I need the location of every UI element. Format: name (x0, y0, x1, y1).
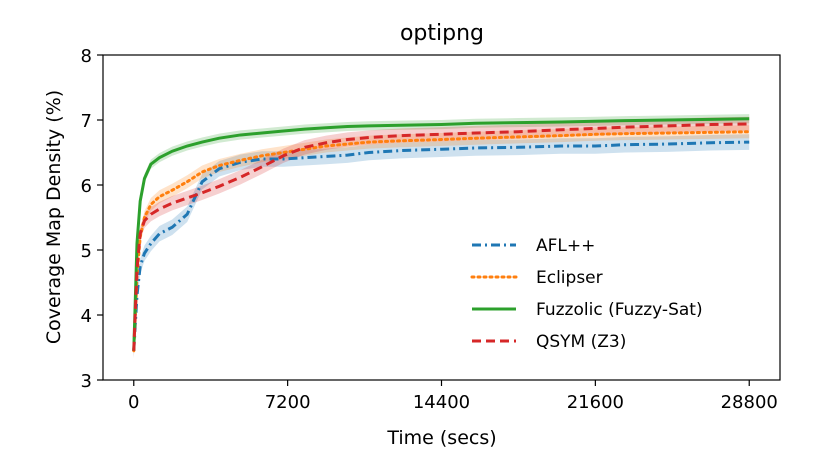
y-tick-label: 3 (81, 371, 92, 392)
y-tick-label: 7 (81, 111, 92, 132)
y-tick-label: 8 (81, 46, 92, 67)
legend-label-1: Eclipser (536, 268, 603, 288)
band-series-1 (133, 125, 750, 358)
plot-frame (102, 54, 781, 381)
y-tick-label: 4 (81, 306, 92, 327)
confidence-bands (133, 114, 750, 359)
legend-label-3: QSYM (Z3) (536, 332, 626, 352)
line-series-2 (132, 117, 750, 351)
y-axis-ticks: 3 4 5 6 7 8 (81, 46, 103, 392)
legend-label-2: Fuzzolic (Fuzzy-Sat) (536, 300, 703, 320)
line-series-0 (132, 140, 750, 351)
x-tick-label: 7200 (265, 392, 311, 413)
series-lines (132, 117, 751, 353)
chart-title: optipng (400, 21, 484, 46)
x-axis-label: Time (secs) (386, 427, 496, 449)
x-tick-label: 28800 (721, 392, 778, 413)
x-tick-label: 14400 (413, 392, 470, 413)
legend-label-0: AFL++ (536, 236, 595, 256)
x-tick-label: 0 (128, 392, 139, 413)
x-axis-ticks: 0 7200 14400 21600 28800 (128, 380, 778, 413)
line-series-3 (132, 122, 750, 351)
y-axis-label: Coverage Map Density (%) (43, 90, 65, 344)
y-tick-label: 6 (81, 176, 92, 197)
line-series-1 (132, 130, 751, 353)
x-tick-label: 21600 (567, 392, 624, 413)
y-tick-label: 5 (81, 241, 92, 262)
legend: AFL++ Eclipser Fuzzolic (Fuzzy-Sat) QSYM (Z… (470, 236, 703, 352)
